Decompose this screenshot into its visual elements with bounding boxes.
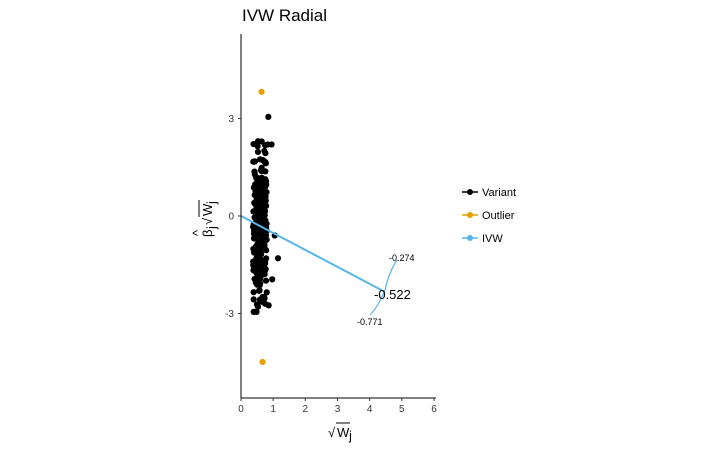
x-axis-label-subscript: j bbox=[348, 428, 352, 443]
x-axis-label-text: √ bbox=[328, 425, 336, 440]
variant-point bbox=[254, 212, 261, 219]
x-tick-label: 2 bbox=[303, 404, 309, 415]
variant-point bbox=[250, 289, 257, 296]
variant-point bbox=[254, 187, 261, 194]
variant-point bbox=[262, 220, 269, 227]
ivw-line bbox=[240, 215, 385, 293]
variant-point bbox=[256, 241, 263, 248]
variant-point bbox=[250, 296, 257, 303]
x-tick-label: 4 bbox=[367, 404, 373, 415]
variant-point bbox=[262, 150, 269, 157]
variant-point bbox=[256, 287, 263, 294]
variant-point bbox=[254, 203, 261, 210]
y-axis-label-beta: β bbox=[200, 230, 215, 237]
variant-point bbox=[262, 232, 270, 239]
x-tick-label: 6 bbox=[431, 404, 437, 415]
variant-point bbox=[255, 250, 262, 257]
legend-ivw-marker bbox=[467, 235, 473, 241]
variant-point bbox=[250, 258, 257, 265]
legend-outlier-label: Outlier bbox=[482, 210, 515, 222]
variant-point bbox=[263, 255, 270, 262]
variant-point bbox=[254, 148, 262, 156]
legend-ivw-label: IVW bbox=[482, 233, 503, 245]
legend: Variant Outlier IVW bbox=[462, 187, 516, 245]
variant-point bbox=[260, 200, 268, 208]
plot-area bbox=[240, 88, 385, 366]
variant-point bbox=[253, 265, 260, 272]
ci-upper-arc bbox=[384, 259, 398, 291]
variant-point bbox=[252, 173, 260, 181]
x-axis-label: √ W j bbox=[328, 422, 352, 443]
variant-point bbox=[254, 195, 261, 202]
variant-point bbox=[254, 281, 261, 288]
x-axis-ticks: 0 1 2 3 4 5 6 bbox=[238, 398, 437, 415]
variant-point bbox=[251, 168, 258, 175]
outlier-point bbox=[258, 88, 265, 95]
variant-point bbox=[258, 174, 266, 181]
x-tick-label: 3 bbox=[335, 404, 341, 415]
legend-variant-marker bbox=[467, 189, 473, 195]
variant-point bbox=[258, 228, 265, 236]
legend-variant-label: Variant bbox=[482, 187, 516, 199]
outlier-point bbox=[259, 358, 266, 366]
variant-point bbox=[254, 143, 261, 150]
y-axis-label-subscript-j: j bbox=[204, 226, 219, 230]
y-axis-label-subscript-j2: j bbox=[204, 201, 219, 205]
variant-point bbox=[253, 179, 260, 187]
variant-point bbox=[263, 289, 270, 296]
variant-point bbox=[252, 232, 260, 239]
x-tick-label: 0 bbox=[238, 404, 244, 415]
legend-outlier-marker bbox=[467, 212, 473, 218]
variant-point bbox=[253, 301, 261, 308]
variant-point bbox=[262, 168, 269, 175]
estimate-label: -0.522 bbox=[374, 287, 411, 302]
y-tick-label: 0 bbox=[228, 212, 234, 223]
variant-point bbox=[262, 300, 269, 307]
variant-point bbox=[263, 247, 270, 254]
y-axis-label-w: W bbox=[200, 203, 215, 216]
y-axis-label-hat: ^ bbox=[190, 229, 205, 236]
y-axis-label-sqrt: √ bbox=[200, 217, 215, 225]
y-tick-label: -3 bbox=[225, 309, 234, 320]
chart-title: IVW Radial bbox=[242, 6, 327, 25]
x-tick-label: 5 bbox=[399, 404, 405, 415]
variant-point bbox=[254, 274, 261, 281]
y-axis-ticks: 3 0 -3 bbox=[225, 114, 241, 320]
variant-point bbox=[251, 158, 258, 165]
variant-point bbox=[262, 195, 269, 203]
variant-point bbox=[265, 113, 272, 120]
ci-lower-arc bbox=[369, 289, 386, 316]
variant-point bbox=[254, 138, 262, 145]
variant-point bbox=[262, 183, 269, 191]
variant-point bbox=[274, 255, 282, 262]
x-axis-label-w: W bbox=[337, 425, 350, 440]
x-tick-label: 1 bbox=[270, 404, 276, 415]
variant-point bbox=[269, 276, 276, 283]
variant-point bbox=[259, 156, 267, 164]
variant-point bbox=[262, 277, 270, 284]
y-tick-label: 3 bbox=[228, 114, 234, 125]
variant-point bbox=[253, 308, 260, 315]
variant-point bbox=[256, 296, 264, 303]
ci-lower-label: -0.771 bbox=[357, 317, 383, 327]
y-axis-label: β ^ j √ W j bbox=[190, 200, 219, 237]
ci-upper-label: -0.274 bbox=[389, 253, 415, 263]
variant-point bbox=[258, 257, 265, 264]
variant-point bbox=[264, 141, 271, 148]
